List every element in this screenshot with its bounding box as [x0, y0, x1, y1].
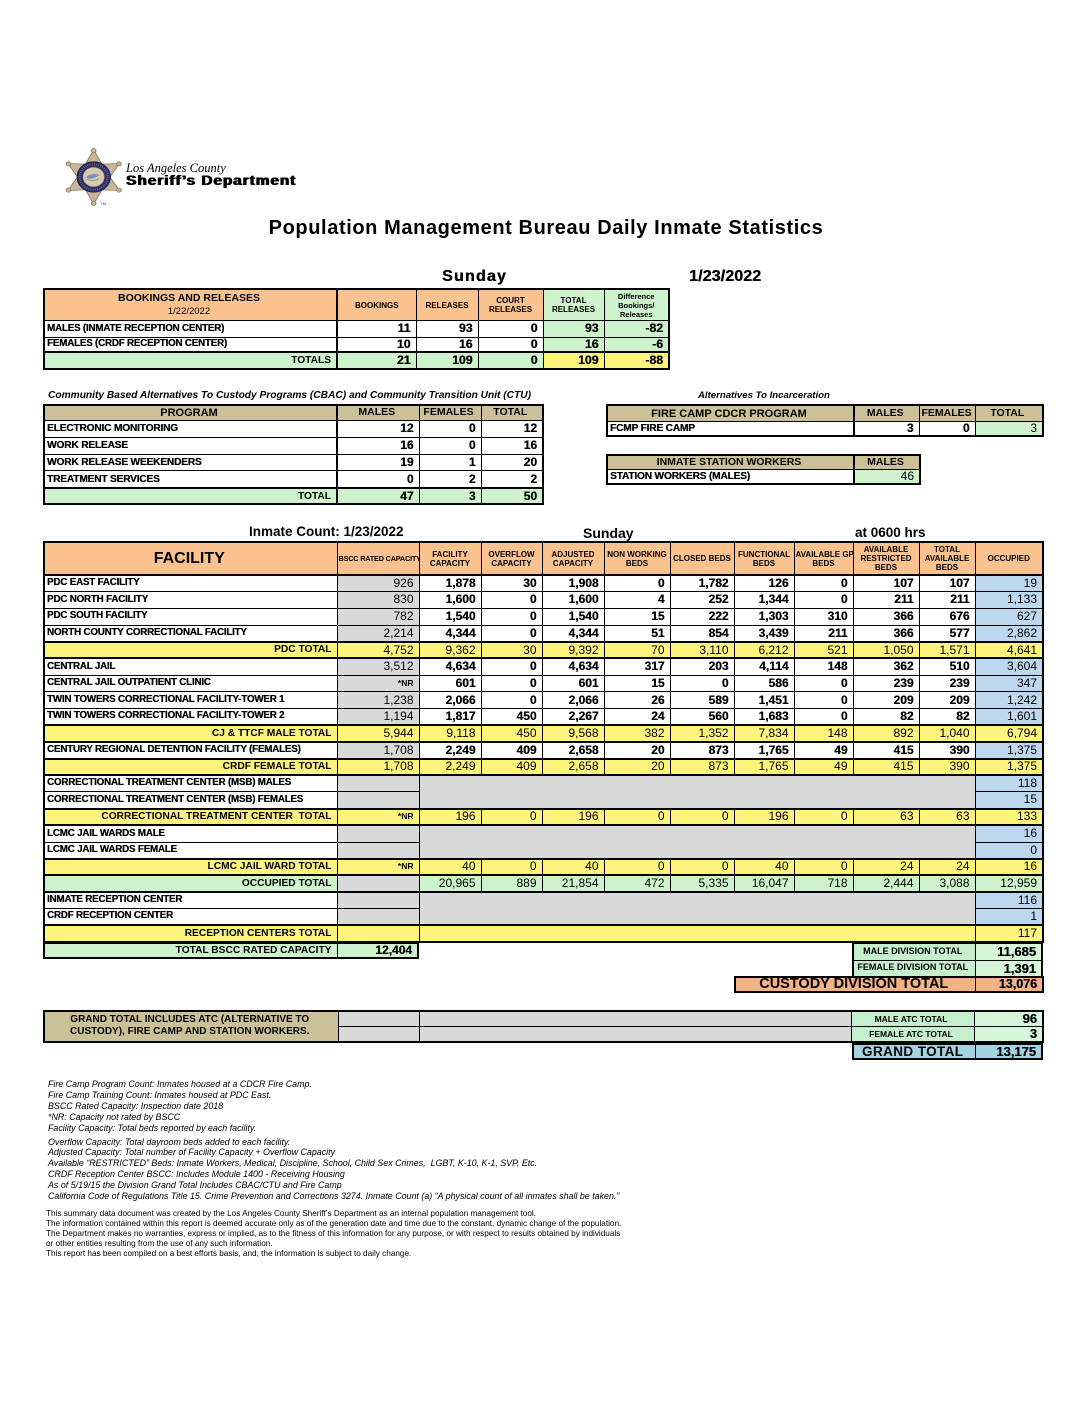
svg-text:TM: TM: [100, 202, 106, 206]
